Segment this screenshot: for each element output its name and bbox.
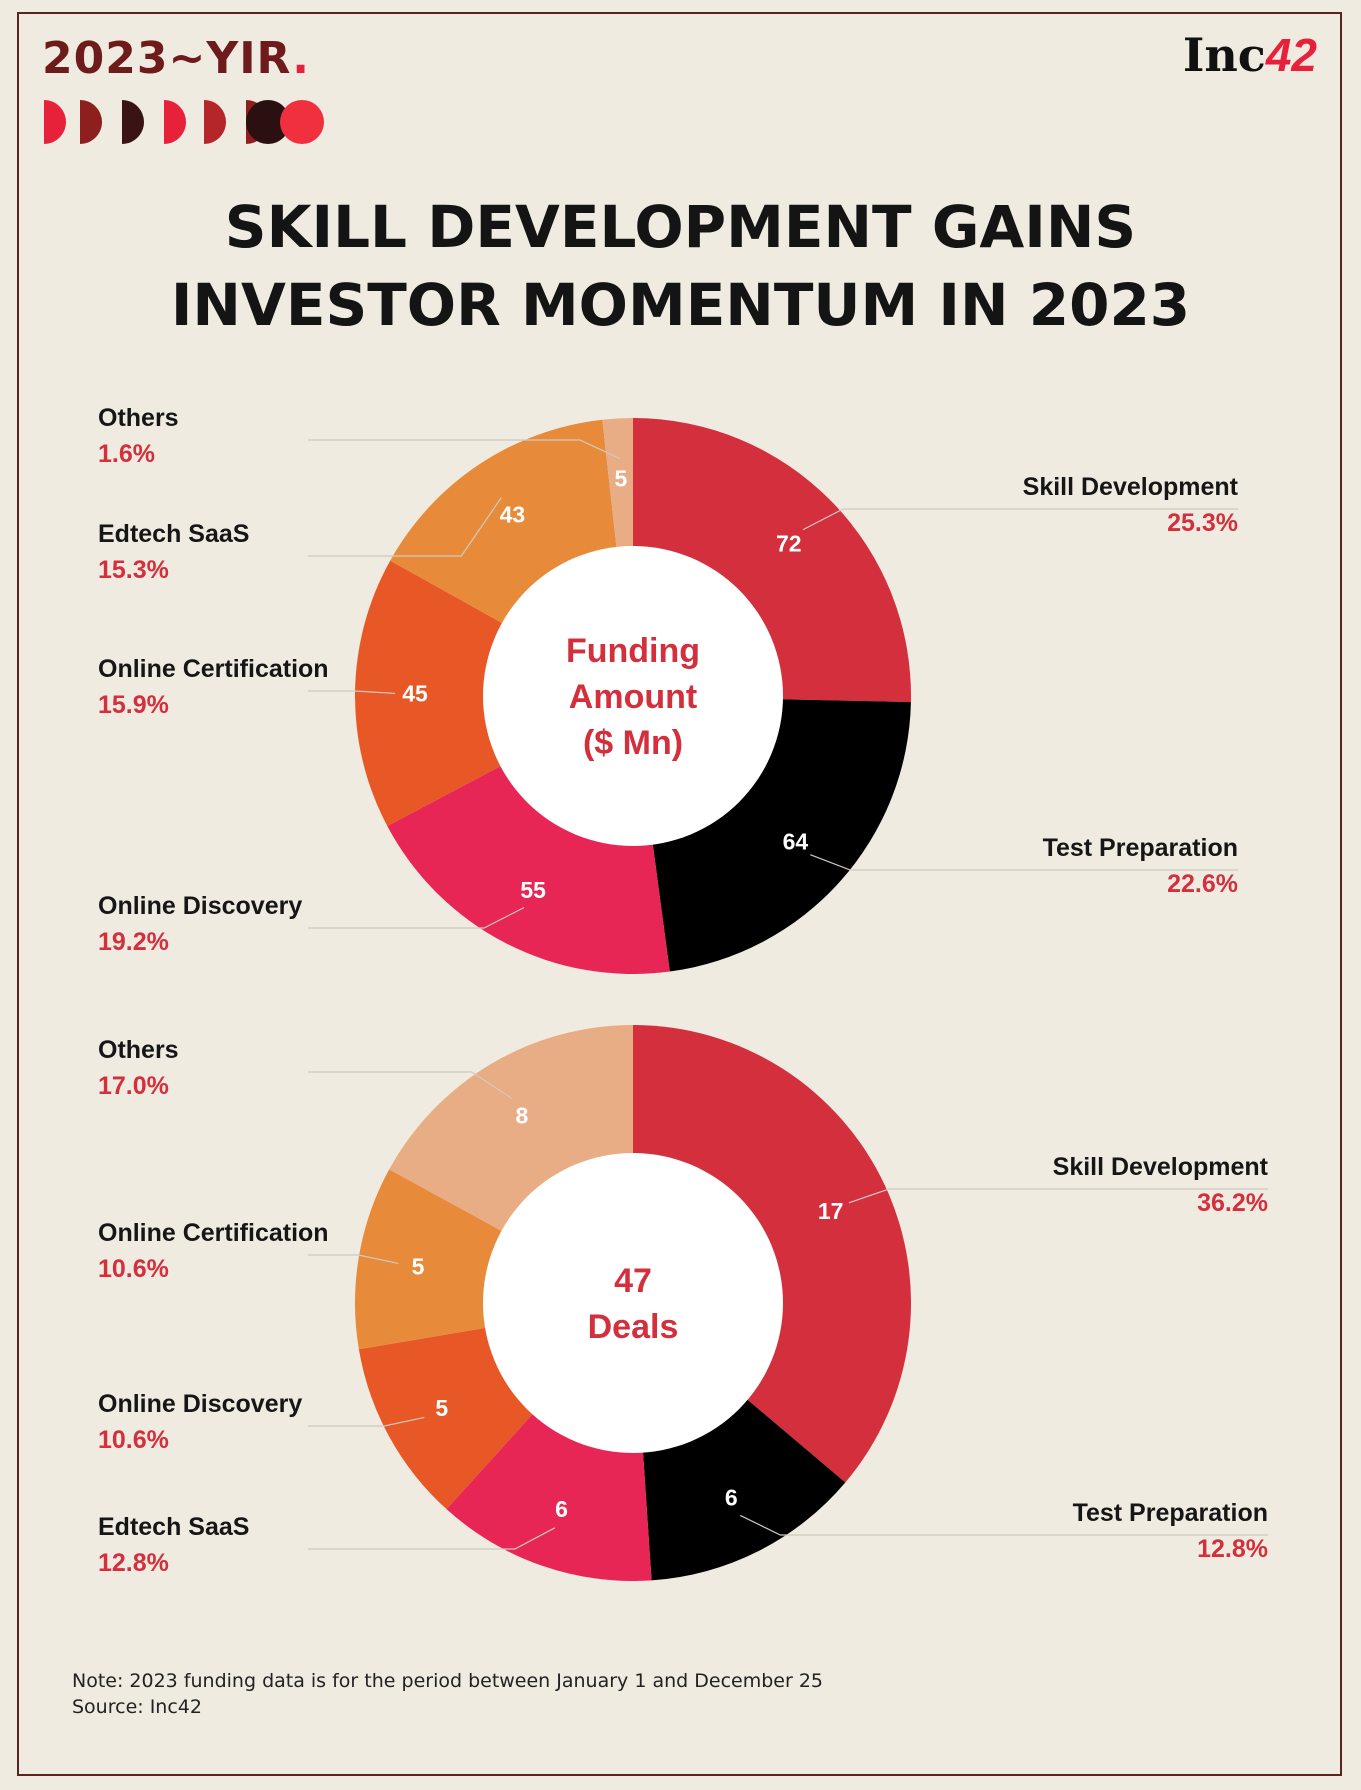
- leader-line-online-discovery: [308, 907, 525, 929]
- brand-shapes: [44, 100, 324, 144]
- leader-line-online-certification: [308, 690, 396, 694]
- slice-value-online-discovery: 55: [520, 877, 546, 903]
- brand-shape-3: [122, 100, 144, 144]
- slice-value-others: 8: [516, 1102, 529, 1128]
- percent-label-others: 17.0%: [98, 1072, 169, 1100]
- leader-line-edtech-saas: [308, 497, 502, 557]
- percent-label-online-discovery: 10.6%: [98, 1426, 169, 1454]
- leader-line-skill-development: [848, 1188, 1268, 1204]
- category-label-others: Others: [98, 1036, 179, 1064]
- percent-label-online-certification: 10.6%: [98, 1255, 169, 1283]
- inc42-logo: Inc42: [1182, 28, 1317, 82]
- category-label-test-preparation: Test Preparation: [1073, 1499, 1268, 1527]
- percent-label-online-certification: 15.9%: [98, 691, 169, 719]
- brand-block: 2023~YIR.: [42, 33, 324, 144]
- slice-value-others: 5: [615, 465, 628, 491]
- category-label-edtech-saas: Edtech SaaS: [98, 520, 249, 548]
- category-label-edtech-saas: Edtech SaaS: [98, 1513, 249, 1541]
- category-label-online-certification: Online Certification: [98, 655, 329, 683]
- category-label-online-discovery: Online Discovery: [98, 892, 302, 920]
- category-label-skill-development: Skill Development: [1053, 1153, 1269, 1181]
- leader-line-test-preparation: [810, 854, 1238, 871]
- donut-hole: [483, 546, 783, 846]
- slice-value-online-certification: 5: [412, 1254, 425, 1280]
- leader-line-online-discovery: [308, 1416, 425, 1427]
- category-label-test-preparation: Test Preparation: [1043, 834, 1238, 862]
- donut-hole: [483, 1153, 783, 1453]
- percent-label-test-preparation: 12.8%: [1197, 1535, 1268, 1563]
- center-label-line-2: Deals: [588, 1308, 679, 1346]
- percent-label-others: 1.6%: [98, 440, 155, 468]
- slice-value-edtech-saas: 6: [555, 1496, 568, 1522]
- page-title: SKILL DEVELOPMENT GAINS INVESTOR MOMENTU…: [0, 188, 1361, 344]
- category-label-online-discovery: Online Discovery: [98, 1390, 302, 1418]
- page-frame: [17, 12, 1342, 1776]
- center-label-line-1: 47: [614, 1262, 652, 1300]
- slice-value-edtech-saas: 43: [500, 501, 526, 527]
- slice-value-test-preparation: 64: [783, 828, 809, 854]
- percent-label-edtech-saas: 15.3%: [98, 556, 169, 584]
- title-line-1: SKILL DEVELOPMENT GAINS: [224, 193, 1137, 261]
- slice-value-online-discovery: 5: [435, 1395, 448, 1421]
- leader-line-others: [308, 1071, 513, 1099]
- percent-label-skill-development: 25.3%: [1167, 509, 1238, 537]
- category-label-online-certification: Online Certification: [98, 1219, 329, 1247]
- slice-value-online-certification: 45: [402, 681, 428, 707]
- leader-line-edtech-saas: [308, 1527, 556, 1550]
- brand-shape-2: [80, 100, 102, 144]
- donut-chart-deals: 17 Skill Development 36.2% 6 Test Preparatio…: [98, 1025, 1269, 1582]
- footer-note: Note: 2023 funding data is for the perio…: [72, 1670, 823, 1692]
- slice-value-test-preparation: 6: [725, 1485, 738, 1511]
- percent-label-online-discovery: 19.2%: [98, 928, 169, 956]
- brand-shape-1: [44, 100, 66, 144]
- brand-shape-8: [280, 100, 324, 144]
- center-label-line-2: Amount: [569, 678, 697, 716]
- leader-line-skill-development: [802, 508, 1238, 531]
- category-label-skill-development: Skill Development: [1023, 473, 1239, 501]
- brand-shape-7: [246, 100, 290, 144]
- footer-source: Source: Inc42: [72, 1696, 202, 1718]
- percent-label-edtech-saas: 12.8%: [98, 1549, 169, 1577]
- brand-title: 2023~YIR.: [42, 33, 310, 84]
- percent-label-skill-development: 36.2%: [1197, 1189, 1268, 1217]
- footer: Note: 2023 funding data is for the perio…: [72, 1668, 823, 1720]
- title-line-2: INVESTOR MOMENTUM IN 2023: [170, 271, 1191, 339]
- leader-line-online-certification: [308, 1254, 399, 1264]
- percent-label-test-preparation: 22.6%: [1167, 870, 1238, 898]
- category-label-others: Others: [98, 404, 179, 432]
- center-label-line-1: Funding: [566, 632, 700, 670]
- brand-shape-5: [204, 100, 226, 144]
- leader-line-test-preparation: [740, 1514, 1268, 1536]
- slice-value-skill-development: 17: [818, 1198, 844, 1224]
- leader-line-others: [308, 439, 621, 459]
- donut-chart-funding: 72 Skill Development 25.3% 64 Test Preparati…: [98, 404, 1239, 974]
- slice-value-skill-development: 72: [776, 531, 802, 557]
- center-label-line-3: ($ Mn): [583, 724, 683, 762]
- brand-shape-4: [164, 100, 186, 144]
